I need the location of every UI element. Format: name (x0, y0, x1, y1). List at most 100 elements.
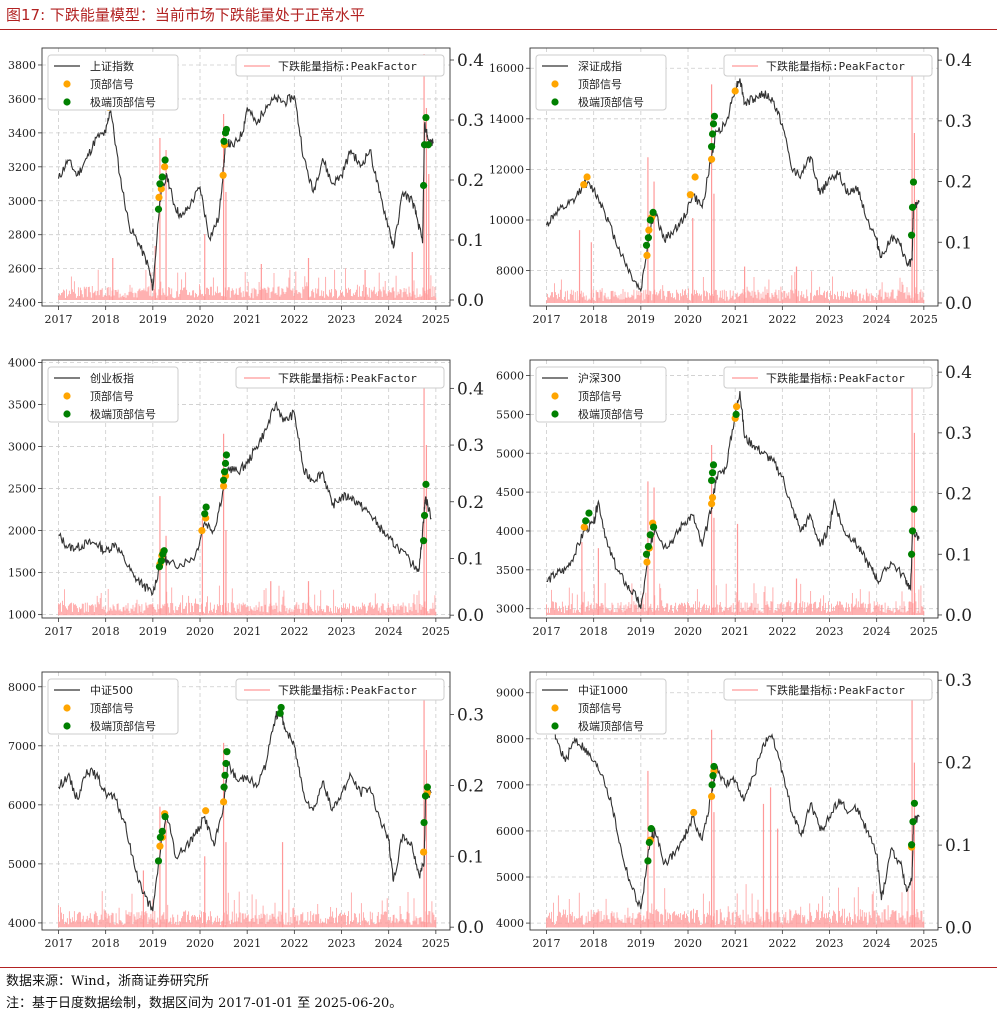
extreme-top-signal-point (708, 469, 717, 477)
extreme-top-signal-point (157, 557, 165, 565)
source-note: 数据来源：Wind，浙商证券研究所 (6, 974, 209, 989)
legend-label-top-signal: 顶部信号 (578, 701, 622, 715)
extreme-top-signal-point (154, 857, 163, 865)
x-tick-label: 2018 (580, 625, 608, 638)
plot-frame (529, 47, 939, 307)
index-price-line (545, 705, 920, 910)
extreme-top-signal-point (161, 156, 169, 164)
y-tick-label: 8000 (496, 733, 524, 746)
x-tick-label: 2023 (328, 937, 356, 950)
legend-right: 下跌能量指标:PeakFactor (235, 678, 445, 701)
y2-tick-label: 0.0 (945, 606, 972, 626)
legend-box (235, 54, 445, 77)
top-signal-point (643, 558, 651, 566)
y-tick-label: 14000 (489, 113, 524, 126)
top-signal-point (707, 500, 716, 508)
legend-label-peak-factor: 下跌能量指标:PeakFactor (766, 59, 905, 73)
extreme-top-signal-point (155, 563, 164, 571)
y-tick-label: 3800 (8, 59, 36, 72)
extreme-top-signal-point (222, 451, 231, 459)
y-tick-label: 4000 (8, 917, 36, 930)
y2-tick-label: 0.2 (945, 485, 972, 505)
x-tick-label: 2020 (674, 937, 702, 950)
x-tick-label: 2020 (186, 625, 214, 638)
x-tick-label: 2021 (721, 937, 749, 950)
top-signal-point (161, 163, 169, 171)
extreme-top-signal-point (707, 143, 716, 151)
extreme-top-signal-point (642, 550, 651, 558)
legend-label-top-signal: 顶部信号 (578, 389, 622, 403)
y2-tick-label: 0.2 (457, 171, 484, 191)
y-tick-label: 3000 (8, 441, 36, 454)
extreme-top-signal-point (419, 181, 428, 190)
legend-swatch-top-signal (551, 80, 559, 88)
y-tick-label: 8000 (496, 265, 524, 278)
legend-right: 下跌能量指标:PeakFactor (235, 54, 445, 77)
legend-box (47, 678, 179, 735)
x-tick-label: 2020 (674, 625, 702, 638)
y-tick-label: 10000 (489, 214, 524, 227)
top-signal-point (219, 482, 228, 490)
x-tick-label: 2025 (422, 313, 450, 326)
extreme-top-signal-point (420, 818, 428, 827)
y2-tick-label: 0.2 (457, 493, 484, 513)
chart-panel-shanghai-composite: 2400 2600 2800 3000 3200 3400 3600 3800 0.0 0.1 0.… (8, 47, 484, 326)
extreme-top-signal-point (910, 799, 919, 807)
y-tick-label: 5000 (496, 447, 524, 460)
extreme-top-signal-point (909, 818, 917, 826)
extreme-top-signal-point (221, 459, 230, 467)
top-signal-point (645, 226, 653, 234)
extreme-top-signal-point (707, 476, 716, 485)
x-tick-label: 2017 (45, 937, 73, 950)
x-tick-label: 2017 (45, 313, 73, 326)
x-tick-label: 2018 (92, 937, 120, 950)
extreme-top-signal-point (154, 205, 163, 213)
x-tick-label: 2018 (92, 313, 120, 326)
figure-title: 图17: 下跌能量模型：当前市场下跌能量处于正常水平 (6, 6, 365, 24)
extreme-top-signal-point (156, 180, 164, 188)
top-signal-point (686, 191, 694, 199)
extreme-top-signal-point (708, 781, 716, 789)
extreme-top-signal-point (276, 709, 284, 717)
peak-factor-baseline (58, 889, 437, 928)
y2-tick-label: 0.1 (945, 545, 972, 565)
y-tick-label: 3200 (8, 161, 36, 174)
legend-box (235, 366, 445, 389)
extreme-top-signal-point (222, 125, 231, 134)
extreme-top-signal-point (158, 827, 166, 836)
legend-swatch-extreme-signal (551, 98, 559, 106)
y2-tick-label: 0.3 (457, 436, 484, 456)
x-tick-label: 2022 (768, 313, 796, 326)
x-tick-label: 2022 (280, 625, 308, 638)
extreme-top-signal-point (708, 130, 717, 138)
y-tick-label: 12000 (489, 163, 524, 176)
legend-right: 下跌能量指标:PeakFactor (723, 366, 933, 389)
legend-label-top-signal: 顶部信号 (578, 77, 622, 91)
y-tick-label: 2600 (8, 263, 36, 276)
y-tick-label: 2500 (8, 483, 36, 496)
y2-tick-label: 0.0 (945, 919, 972, 939)
top-signal-point (690, 808, 698, 817)
y-tick-label: 3400 (8, 127, 36, 140)
y-tick-label: 1000 (8, 609, 36, 622)
x-tick-label: 2021 (721, 625, 749, 638)
y2-tick-label: 0.2 (945, 173, 972, 193)
legend-box (535, 54, 667, 111)
y2-tick-label: 0.1 (457, 549, 484, 569)
legend-label-top-signal: 顶部信号 (90, 701, 134, 715)
legend-label-extreme-signal: 极端顶部信号 (578, 95, 644, 109)
extreme-top-signal-point (161, 813, 169, 821)
y2-tick-label: 0.0 (457, 606, 484, 626)
x-tick-label: 2020 (186, 937, 214, 950)
legend-box (47, 54, 179, 111)
x-tick-label: 2019 (627, 625, 655, 638)
x-tick-label: 2021 (233, 625, 261, 638)
extreme-top-signal-point (158, 173, 166, 181)
extreme-top-signal-point (160, 547, 168, 555)
x-tick-label: 2023 (328, 625, 356, 638)
legend-box (723, 678, 933, 701)
x-tick-label: 2023 (816, 937, 844, 950)
extreme-top-signal-point (220, 783, 228, 791)
